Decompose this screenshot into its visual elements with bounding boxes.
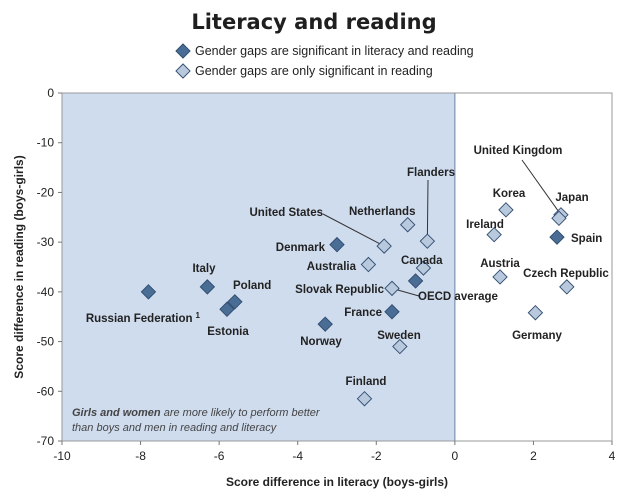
x-tick-label: 0	[452, 449, 459, 463]
legend-label-significant-both: Gender gaps are significant in literacy …	[195, 44, 474, 58]
data-point	[360, 256, 377, 273]
y-tick-label: 0	[47, 86, 54, 100]
data-point	[407, 273, 424, 289]
y-tick-label: -70	[37, 434, 55, 448]
data-point	[329, 236, 345, 253]
legend: Gender gaps are significant in literacy …	[175, 43, 474, 79]
data-point	[356, 391, 373, 407]
legend-marker-reading-only	[175, 63, 191, 79]
x-tick-label: 2	[530, 449, 537, 463]
legend-marker-significant-both	[175, 43, 191, 59]
data-point	[317, 316, 333, 332]
point-label: Germany	[512, 330, 562, 342]
point-label: Czech Republic	[523, 268, 609, 280]
data-point	[415, 260, 432, 276]
point-label: Russian Federation 1	[86, 311, 201, 325]
data-point	[384, 304, 400, 320]
y-tick-label: -40	[37, 285, 55, 299]
legend-label-reading-only: Gender gaps are only significant in read…	[195, 64, 433, 78]
point-label: OECD average	[418, 291, 498, 303]
point-label: Flanders	[407, 167, 455, 179]
annotation-rest: are more likely to perform better	[161, 407, 321, 419]
data-point	[492, 269, 508, 285]
annotation-bold: Girls and women	[72, 407, 161, 419]
x-tick-label: -10	[53, 449, 71, 463]
leader-line	[426, 179, 429, 242]
legend-item-significant-both: Gender gaps are significant in literacy …	[175, 43, 474, 59]
point-label: Netherlands	[349, 206, 415, 218]
data-point	[419, 233, 436, 249]
y-axis-label: Score difference in reading (boys-girls)	[12, 155, 26, 378]
data-point	[376, 238, 392, 254]
point-label: Norway	[300, 336, 342, 348]
point-label: Finland	[346, 376, 387, 388]
y-tick-label: -30	[37, 235, 55, 249]
leader-line	[521, 159, 562, 216]
point-label: United Kingdom	[474, 145, 563, 157]
x-tick-label: 4	[609, 449, 616, 463]
x-axis-label: Score difference in literacy (boys-girls…	[226, 475, 448, 489]
point-label: Australia	[307, 261, 357, 273]
data-point	[199, 279, 216, 295]
x-tick-label: -4	[292, 449, 303, 463]
x-tick-label: -8	[135, 449, 146, 463]
data-point	[219, 301, 235, 317]
x-tick-label: -2	[371, 449, 382, 463]
data-point	[549, 229, 565, 245]
y-tick-label: -50	[37, 335, 55, 349]
data-point	[486, 226, 502, 243]
point-label: Korea	[493, 188, 526, 200]
point-label: Austria	[480, 258, 520, 270]
data-point	[392, 338, 408, 355]
point-label: Spain	[571, 233, 602, 245]
point-label: Ireland	[466, 219, 504, 231]
point-label: Slovak Republic	[295, 284, 384, 296]
y-tick-label: -10	[37, 136, 55, 150]
legend-item-reading-only: Gender gaps are only significant in read…	[175, 63, 433, 79]
footnote-marker: 1	[196, 311, 201, 320]
point-label: Estonia	[207, 326, 249, 338]
point-label: Canada	[401, 255, 443, 267]
point-label: France	[344, 307, 382, 319]
shaded-region	[62, 93, 455, 441]
point-label: Denmark	[276, 242, 326, 254]
data-point	[498, 202, 514, 218]
leader-line	[322, 213, 385, 247]
data-point	[559, 279, 575, 295]
annotation-line-2: than boys and men in reading and literac…	[72, 422, 278, 434]
data-point	[551, 210, 567, 226]
chart-title: Literacy and reading	[191, 10, 436, 34]
y-tick-label: -60	[37, 384, 55, 398]
point-label: Poland	[233, 280, 271, 292]
plot-frame	[61, 92, 613, 442]
point-label: United States	[250, 207, 324, 219]
point-label: Italy	[192, 263, 216, 275]
data-point	[527, 305, 544, 321]
x-tick-label: -6	[214, 449, 225, 463]
y-tick-label: -20	[37, 185, 55, 199]
data-point	[227, 294, 243, 310]
point-label: Sweden	[377, 330, 420, 342]
annotation-line-1: Girls and women are more likely to perfo…	[72, 407, 321, 419]
data-point	[384, 280, 400, 297]
data-point	[400, 217, 416, 233]
data-point	[140, 284, 157, 300]
point-label: Japan	[555, 192, 588, 204]
